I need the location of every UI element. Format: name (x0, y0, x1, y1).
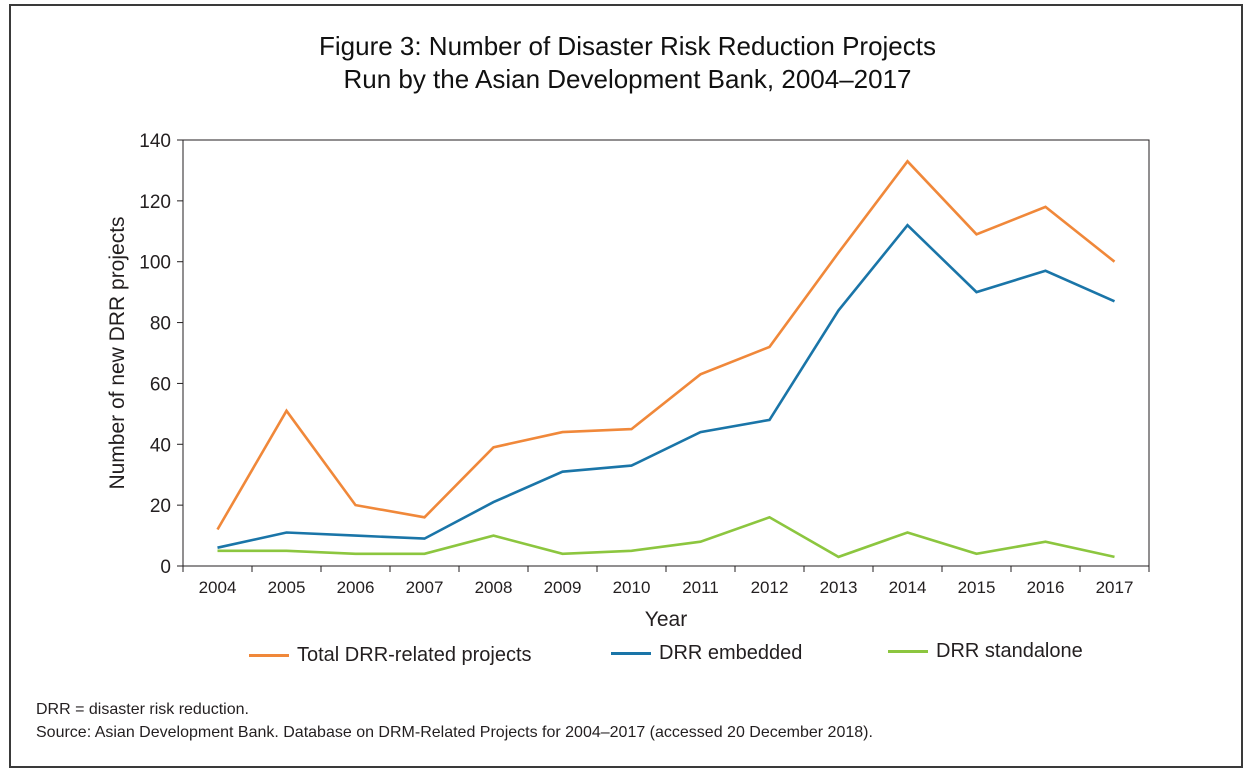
x-tick-label: 2014 (889, 578, 927, 597)
legend-label-standalone: DRR standalone (936, 640, 1083, 662)
legend-item-total: Total DRR-related projects (249, 644, 532, 667)
chart-title-line-2: Run by the Asian Development Bank, 2004–… (343, 64, 912, 94)
x-tick-label: 2007 (406, 578, 444, 597)
abbreviation-note: DRR = disaster risk reduction. (36, 701, 249, 718)
y-tick-label: 80 (150, 314, 171, 335)
x-tick-label: 2005 (268, 578, 306, 597)
x-tick-label: 2017 (1096, 578, 1134, 597)
x-tick-label: 2009 (544, 578, 582, 597)
y-tick-label: 60 (150, 374, 171, 395)
legend-swatch-total (249, 654, 289, 657)
legend-label-embedded: DRR embedded (659, 642, 803, 664)
series-line-1 (217, 223, 1116, 549)
series-line-2 (217, 515, 1115, 559)
chart-title-line-1: Figure 3: Number of Disaster Risk Reduct… (318, 31, 936, 61)
x-tick-label: 2011 (682, 578, 719, 597)
x-tick-label: 2008 (475, 578, 513, 597)
source-note: Source: Asian Development Bank. Database… (36, 724, 873, 741)
y-tick-label: 100 (139, 253, 171, 274)
x-tick-label: 2006 (337, 578, 375, 597)
legend-swatch-embedded (611, 652, 651, 655)
y-tick-label: 140 (139, 131, 171, 152)
legend-item-standalone: DRR standalone (888, 640, 1083, 663)
legend-label-total: Total DRR-related projects (297, 644, 532, 666)
legend: Total DRR-related projects DRR embedded … (0, 640, 1255, 684)
plot-area (182, 139, 1150, 567)
x-tick-label: 2015 (958, 578, 996, 597)
x-tick-label: 2004 (199, 578, 237, 597)
y-tick-label: 0 (160, 557, 171, 578)
y-tick-label: 20 (150, 496, 171, 517)
x-tick-label: 2012 (751, 578, 789, 597)
figure-frame (9, 4, 1243, 768)
x-axis-title: Year (645, 608, 687, 631)
series-line-0 (216, 159, 1116, 531)
legend-swatch-standalone (888, 650, 928, 653)
x-tick-label: 2016 (1027, 578, 1065, 597)
x-tick-label: 2013 (820, 578, 858, 597)
legend-item-embedded: DRR embedded (611, 642, 802, 665)
x-tick-label: 2010 (613, 578, 651, 597)
y-axis-title: Number of new DRR projects (106, 216, 129, 489)
line-chart: 0 20 40 60 80 100 120 140 2004 2005 2006 2007 2008 2… (106, 131, 1150, 631)
y-tick-label: 40 (150, 435, 171, 456)
chart-title: Figure 3: Number of Disaster Risk Reduct… (0, 30, 1255, 96)
y-tick-label: 120 (139, 192, 171, 213)
